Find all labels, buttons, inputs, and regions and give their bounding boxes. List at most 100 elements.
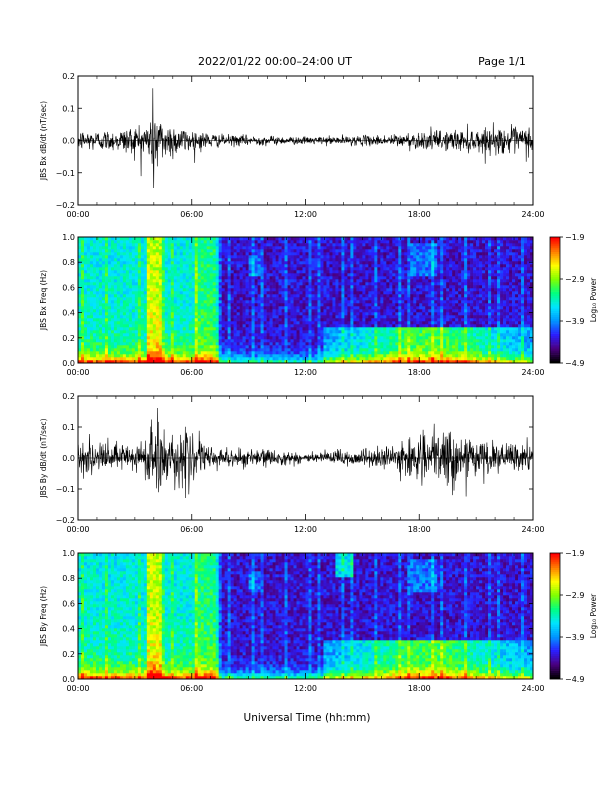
spectrogram-cell bbox=[221, 339, 225, 343]
spectrogram-cell bbox=[425, 315, 429, 319]
spectrogram-cell bbox=[329, 258, 333, 262]
spectrogram-cell bbox=[218, 351, 222, 355]
spectrogram-cell bbox=[359, 330, 363, 334]
spectrogram-cell bbox=[119, 246, 124, 250]
spectrogram-cell bbox=[413, 336, 417, 340]
spectrogram-cell bbox=[266, 324, 270, 328]
spectrogram-cell bbox=[311, 243, 315, 247]
spectrogram-cell bbox=[80, 360, 85, 364]
spectrogram-cell bbox=[395, 249, 399, 253]
spectrogram-cell bbox=[194, 333, 199, 337]
spectrogram-cell bbox=[92, 303, 97, 307]
spectrogram-cell bbox=[242, 324, 246, 328]
spectrogram-cell bbox=[353, 351, 357, 355]
spectrogram-cell bbox=[374, 306, 378, 310]
spectrogram-cell bbox=[134, 252, 139, 256]
spectrogram-cell bbox=[374, 276, 378, 280]
spectrogram-cell bbox=[119, 342, 124, 346]
spectrogram-cell bbox=[380, 342, 384, 346]
spectrogram-cell bbox=[398, 330, 402, 334]
spectrogram-cell bbox=[350, 294, 354, 298]
spectrogram-cell bbox=[314, 267, 318, 271]
spectrogram-cell bbox=[152, 357, 157, 361]
spectrogram-cell bbox=[176, 312, 181, 316]
spectrogram-cell bbox=[269, 321, 273, 325]
spectrogram-cell bbox=[281, 267, 285, 271]
spectrogram-cell bbox=[362, 249, 366, 253]
spectrogram-cell bbox=[311, 351, 315, 355]
spectrogram-cell bbox=[374, 303, 378, 307]
spectrogram-cell bbox=[95, 300, 100, 304]
spectrogram-cell bbox=[344, 306, 348, 310]
spectrogram-cell bbox=[275, 285, 279, 289]
spectrogram-cell bbox=[341, 330, 345, 334]
spectrogram-cell bbox=[224, 258, 228, 262]
spectrogram-cell bbox=[272, 258, 276, 262]
spectrogram-cell bbox=[86, 261, 91, 265]
spectrogram-cell bbox=[302, 360, 306, 364]
spectrogram-cell bbox=[320, 240, 324, 244]
spectrogram-cell bbox=[224, 288, 228, 292]
spectrogram-cell bbox=[377, 354, 381, 358]
spectrogram-cell bbox=[194, 348, 199, 352]
spectrogram-cell bbox=[314, 288, 318, 292]
spectrogram-cell bbox=[398, 327, 402, 331]
spectrogram-cell bbox=[374, 339, 378, 343]
spectrogram-cell bbox=[227, 357, 231, 361]
spectrogram-cell bbox=[287, 291, 291, 295]
spectrogram-cell bbox=[317, 342, 321, 346]
spectrogram-cell bbox=[134, 324, 139, 328]
spectrogram-cell bbox=[122, 318, 127, 322]
spectrogram-cell bbox=[170, 315, 175, 319]
spectrogram-cell bbox=[257, 324, 261, 328]
spectrogram-cell bbox=[116, 324, 121, 328]
spectrogram-cell bbox=[182, 264, 187, 268]
spectrogram-cell bbox=[233, 300, 237, 304]
spectrogram-cell bbox=[245, 279, 249, 283]
spectrogram-cell bbox=[119, 321, 124, 325]
spectrogram-cell bbox=[323, 306, 327, 310]
spectrogram-cell bbox=[236, 315, 240, 319]
spectrogram-cell bbox=[218, 306, 222, 310]
spectrogram-cell bbox=[155, 321, 160, 325]
spectrogram-cell bbox=[158, 261, 163, 265]
spectrogram-cell bbox=[80, 306, 85, 310]
spectrogram-cell bbox=[140, 270, 145, 274]
spectrogram-cell bbox=[197, 339, 202, 343]
spectrogram-cell bbox=[233, 306, 237, 310]
spectrogram-cell bbox=[386, 330, 390, 334]
spectrogram-cell bbox=[167, 345, 172, 349]
spectrogram-cell bbox=[242, 264, 246, 268]
spectrogram-cell bbox=[206, 300, 211, 304]
spectrogram-cell bbox=[305, 282, 309, 286]
spectrogram-cell bbox=[284, 252, 288, 256]
spectrogram-cell bbox=[185, 297, 190, 301]
spectrogram-cell bbox=[314, 336, 318, 340]
spectrogram-cell bbox=[401, 240, 405, 244]
spectrogram-cell bbox=[410, 252, 414, 256]
spectrogram-cell bbox=[155, 267, 160, 271]
spectrogram-cell bbox=[176, 255, 181, 259]
spectrogram-cell bbox=[332, 273, 336, 277]
spectrogram-cell bbox=[287, 279, 291, 283]
spectrogram-cell bbox=[230, 336, 234, 340]
spectrogram-cell bbox=[323, 348, 327, 352]
spectrogram-cell bbox=[392, 321, 396, 325]
spectrogram-cell bbox=[251, 309, 255, 313]
spectrogram-cell bbox=[224, 297, 228, 301]
spectrogram-cell bbox=[98, 288, 103, 292]
spectrogram-cell bbox=[101, 246, 106, 250]
spectrogram-cell bbox=[275, 300, 279, 304]
spectrogram-cell bbox=[245, 315, 249, 319]
spectrogram-cell bbox=[284, 246, 288, 250]
spectrogram-cell bbox=[392, 327, 396, 331]
spectrogram-cell bbox=[257, 315, 261, 319]
spectrogram-cell bbox=[233, 294, 237, 298]
spectrogram-cell bbox=[404, 318, 408, 322]
spectrogram-cell bbox=[356, 330, 360, 334]
spectrogram-cell bbox=[350, 324, 354, 328]
spectrogram-cell bbox=[281, 273, 285, 277]
spectrogram-cell bbox=[131, 348, 136, 352]
spectrogram-cell bbox=[179, 240, 184, 244]
spectrogram-cell bbox=[158, 351, 163, 355]
